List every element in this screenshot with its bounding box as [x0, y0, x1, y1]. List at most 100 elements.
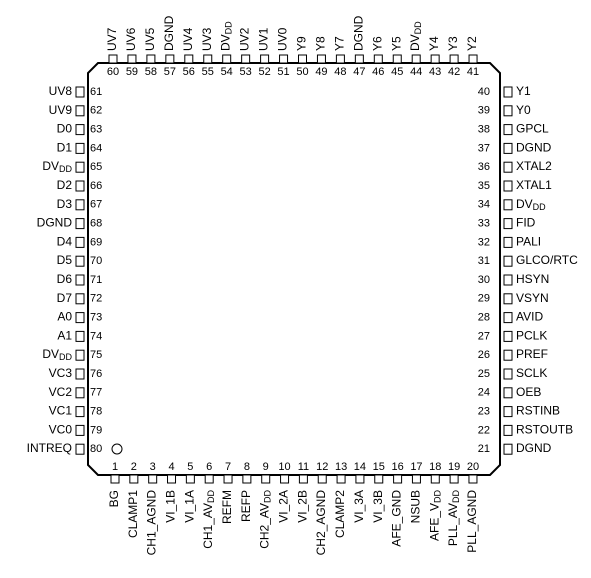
- pin-name: AFE_VDD: [427, 490, 442, 542]
- pin: [503, 387, 513, 399]
- pin-name: D7: [57, 291, 73, 305]
- pin: [75, 368, 85, 380]
- pin: [75, 199, 85, 211]
- pin-number: 3: [150, 461, 156, 473]
- pin-number: 31: [478, 255, 490, 267]
- pin-number: 63: [90, 124, 102, 136]
- pin-name-main: DGND: [516, 441, 552, 455]
- pin: [503, 406, 513, 418]
- pin: [110, 474, 120, 484]
- pin-name-main: AVID: [516, 310, 543, 324]
- pin-number: 68: [90, 218, 102, 230]
- pin-name-main: A1: [57, 329, 72, 343]
- pin-number: 80: [90, 443, 102, 455]
- pin-name-sub: DD: [224, 21, 234, 34]
- pin-number: 65: [90, 161, 102, 173]
- pin: [298, 474, 308, 484]
- pin-name-sub: DD: [59, 165, 72, 175]
- pin: [75, 255, 85, 267]
- pin: [503, 349, 513, 361]
- pin: [204, 474, 214, 484]
- pin-number: 27: [478, 330, 490, 342]
- pin-name-main: CH1_AGND: [145, 490, 159, 556]
- pin-name-main: GPCL: [516, 122, 549, 136]
- pin: [75, 330, 85, 342]
- pin: [503, 330, 513, 342]
- pin-name-main: VC2: [49, 385, 73, 399]
- pin: [503, 293, 513, 305]
- pin: [75, 105, 85, 117]
- pin-number: 36: [478, 161, 490, 173]
- pin-number: 18: [429, 461, 441, 473]
- pin-number: 51: [277, 66, 289, 78]
- pin-name-main: CH2_AV: [258, 503, 272, 549]
- pin-name: D5: [57, 253, 73, 267]
- pin-name-sub: DD: [533, 202, 546, 212]
- pin-name-main: OEB: [516, 385, 541, 399]
- pin-name-main: PALI: [516, 235, 541, 249]
- pin: [167, 474, 177, 484]
- pin-name-main: NSUB: [409, 490, 423, 523]
- pin-name: DVDD: [408, 21, 423, 51]
- pin-number: 5: [187, 461, 193, 473]
- pin-number: 7: [225, 461, 231, 473]
- pin: [430, 54, 440, 64]
- pin-number: 78: [90, 406, 102, 418]
- pin: [223, 474, 233, 484]
- pin: [468, 54, 478, 64]
- pin-name: VI_3B: [371, 490, 385, 523]
- pin-name-main: FID: [516, 216, 536, 230]
- pin: [411, 54, 421, 64]
- pin: [75, 180, 85, 192]
- pin-number: 46: [372, 66, 384, 78]
- pin-number: 2: [131, 461, 137, 473]
- pin-name-main: RSTINB: [516, 404, 560, 418]
- pin-name: PLL_AGND: [465, 490, 479, 553]
- pin: [75, 443, 85, 455]
- pin-name-main: D3: [57, 197, 73, 211]
- pin-name: Y2: [465, 36, 479, 51]
- pin-number: 79: [90, 424, 102, 436]
- pin-number: 47: [353, 66, 365, 78]
- pin-number: 28: [478, 312, 490, 324]
- pin-number: 22: [478, 424, 490, 436]
- pin-name: CH1_AGND: [145, 490, 159, 556]
- pin-name-main: GLCO/RTC: [516, 253, 578, 267]
- pin-number: 30: [478, 274, 490, 286]
- pin: [503, 161, 513, 173]
- pin-name: DVDD: [42, 347, 72, 362]
- pin-name-main: D0: [57, 122, 73, 136]
- pin-name: UV0: [276, 27, 290, 51]
- pin-name: DVDD: [516, 197, 546, 212]
- pin: [374, 474, 384, 484]
- pin: [503, 443, 513, 455]
- pin-number: 45: [391, 66, 403, 78]
- pin-number: 14: [354, 461, 366, 473]
- pin-number: 40: [478, 86, 490, 98]
- pin-name: UV2: [238, 27, 252, 51]
- pin-name: PREF: [516, 347, 548, 361]
- pin-name-main: DGND: [352, 15, 366, 51]
- pin-name: VI_2A: [277, 490, 291, 523]
- pin-number: 21: [478, 443, 490, 455]
- pin-name: DGND: [516, 141, 552, 155]
- pin: [203, 54, 213, 64]
- pin: [335, 54, 345, 64]
- pin-name: VC3: [49, 366, 73, 380]
- pin-number: 50: [296, 66, 308, 78]
- pin: [75, 387, 85, 399]
- pin-name-sub: DD: [59, 353, 72, 363]
- pin: [503, 142, 513, 154]
- pin-name-main: Y5: [389, 36, 403, 51]
- pin-name: DVDD: [42, 159, 72, 174]
- pin-name: HSYN: [516, 272, 549, 286]
- pin-name-main: DGND: [37, 216, 73, 230]
- pin-name-main: DV: [408, 34, 422, 51]
- pin-number: 32: [478, 236, 490, 248]
- pin-name-main: REFM: [220, 490, 234, 524]
- pin-name: VI_1A: [183, 490, 197, 523]
- pin-name: Y7: [333, 36, 347, 51]
- pin-name-main: DV: [516, 197, 533, 211]
- pin-name: VI_3A: [352, 490, 366, 523]
- pin: [75, 142, 85, 154]
